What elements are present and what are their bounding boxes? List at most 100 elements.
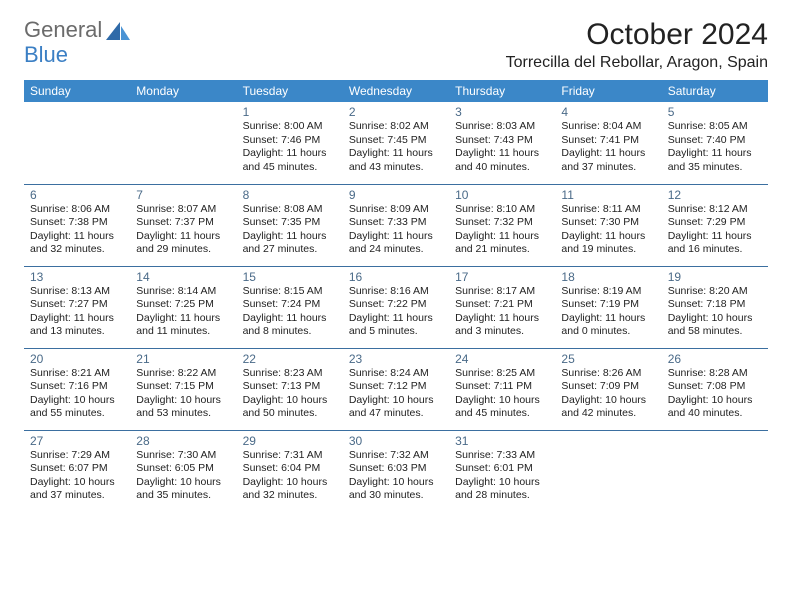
day-number: 21 (136, 352, 230, 366)
day-cell: 9Sunrise: 8:09 AMSunset: 7:33 PMDaylight… (343, 184, 449, 266)
day-number: 29 (243, 434, 337, 448)
day-info: Sunrise: 7:29 AMSunset: 6:07 PMDaylight:… (30, 449, 124, 504)
day-info: Sunrise: 8:21 AMSunset: 7:16 PMDaylight:… (30, 367, 124, 422)
calendar-row: 13Sunrise: 8:13 AMSunset: 7:27 PMDayligh… (24, 266, 768, 348)
weekday-header: Monday (130, 80, 236, 102)
day-number: 16 (349, 270, 443, 284)
day-cell: 16Sunrise: 8:16 AMSunset: 7:22 PMDayligh… (343, 266, 449, 348)
calendar-page: General Blue October 2024 Torrecilla del… (0, 0, 792, 530)
day-cell: 5Sunrise: 8:05 AMSunset: 7:40 PMDaylight… (662, 102, 768, 184)
month-title: October 2024 (506, 18, 768, 52)
day-number: 19 (668, 270, 762, 284)
day-info: Sunrise: 8:20 AMSunset: 7:18 PMDaylight:… (668, 285, 762, 340)
day-cell: 8Sunrise: 8:08 AMSunset: 7:35 PMDaylight… (237, 184, 343, 266)
day-number: 24 (455, 352, 549, 366)
day-info: Sunrise: 8:03 AMSunset: 7:43 PMDaylight:… (455, 120, 549, 175)
calendar-table: Sunday Monday Tuesday Wednesday Thursday… (24, 80, 768, 512)
weekday-header: Sunday (24, 80, 130, 102)
day-cell: 13Sunrise: 8:13 AMSunset: 7:27 PMDayligh… (24, 266, 130, 348)
weekday-header: Wednesday (343, 80, 449, 102)
day-info: Sunrise: 7:30 AMSunset: 6:05 PMDaylight:… (136, 449, 230, 504)
day-info: Sunrise: 8:10 AMSunset: 7:32 PMDaylight:… (455, 203, 549, 258)
weekday-header-row: Sunday Monday Tuesday Wednesday Thursday… (24, 80, 768, 102)
day-number: 20 (30, 352, 124, 366)
day-number: 31 (455, 434, 549, 448)
day-cell: 29Sunrise: 7:31 AMSunset: 6:04 PMDayligh… (237, 430, 343, 512)
day-cell: 30Sunrise: 7:32 AMSunset: 6:03 PMDayligh… (343, 430, 449, 512)
day-cell: 22Sunrise: 8:23 AMSunset: 7:13 PMDayligh… (237, 348, 343, 430)
day-info: Sunrise: 8:15 AMSunset: 7:24 PMDaylight:… (243, 285, 337, 340)
day-info: Sunrise: 8:23 AMSunset: 7:13 PMDaylight:… (243, 367, 337, 422)
day-info: Sunrise: 8:19 AMSunset: 7:19 PMDaylight:… (561, 285, 655, 340)
day-info: Sunrise: 8:26 AMSunset: 7:09 PMDaylight:… (561, 367, 655, 422)
day-info: Sunrise: 8:16 AMSunset: 7:22 PMDaylight:… (349, 285, 443, 340)
day-number: 7 (136, 188, 230, 202)
day-cell: 23Sunrise: 8:24 AMSunset: 7:12 PMDayligh… (343, 348, 449, 430)
day-info: Sunrise: 7:33 AMSunset: 6:01 PMDaylight:… (455, 449, 549, 504)
day-number: 4 (561, 105, 655, 119)
day-number: 28 (136, 434, 230, 448)
day-cell: 12Sunrise: 8:12 AMSunset: 7:29 PMDayligh… (662, 184, 768, 266)
calendar-row: 27Sunrise: 7:29 AMSunset: 6:07 PMDayligh… (24, 430, 768, 512)
day-info: Sunrise: 8:14 AMSunset: 7:25 PMDaylight:… (136, 285, 230, 340)
calendar-row: 20Sunrise: 8:21 AMSunset: 7:16 PMDayligh… (24, 348, 768, 430)
day-number: 22 (243, 352, 337, 366)
calendar-row: 1Sunrise: 8:00 AMSunset: 7:46 PMDaylight… (24, 102, 768, 184)
weekday-header: Thursday (449, 80, 555, 102)
weekday-header: Friday (555, 80, 661, 102)
day-number: 14 (136, 270, 230, 284)
day-number: 27 (30, 434, 124, 448)
empty-cell (130, 102, 236, 184)
day-cell: 26Sunrise: 8:28 AMSunset: 7:08 PMDayligh… (662, 348, 768, 430)
day-number: 6 (30, 188, 124, 202)
day-info: Sunrise: 8:02 AMSunset: 7:45 PMDaylight:… (349, 120, 443, 175)
day-cell: 17Sunrise: 8:17 AMSunset: 7:21 PMDayligh… (449, 266, 555, 348)
day-cell: 4Sunrise: 8:04 AMSunset: 7:41 PMDaylight… (555, 102, 661, 184)
day-info: Sunrise: 8:00 AMSunset: 7:46 PMDaylight:… (243, 120, 337, 175)
day-info: Sunrise: 8:22 AMSunset: 7:15 PMDaylight:… (136, 367, 230, 422)
calendar-body: 1Sunrise: 8:00 AMSunset: 7:46 PMDaylight… (24, 102, 768, 512)
day-cell: 21Sunrise: 8:22 AMSunset: 7:15 PMDayligh… (130, 348, 236, 430)
day-cell: 7Sunrise: 8:07 AMSunset: 7:37 PMDaylight… (130, 184, 236, 266)
day-info: Sunrise: 8:08 AMSunset: 7:35 PMDaylight:… (243, 203, 337, 258)
day-info: Sunrise: 7:31 AMSunset: 6:04 PMDaylight:… (243, 449, 337, 504)
empty-cell (662, 430, 768, 512)
day-number: 2 (349, 105, 443, 119)
day-info: Sunrise: 8:25 AMSunset: 7:11 PMDaylight:… (455, 367, 549, 422)
day-cell: 1Sunrise: 8:00 AMSunset: 7:46 PMDaylight… (237, 102, 343, 184)
weekday-header: Tuesday (237, 80, 343, 102)
page-header: General Blue October 2024 Torrecilla del… (24, 18, 768, 72)
brand-logo: General Blue (24, 18, 132, 68)
day-cell: 15Sunrise: 8:15 AMSunset: 7:24 PMDayligh… (237, 266, 343, 348)
day-info: Sunrise: 8:12 AMSunset: 7:29 PMDaylight:… (668, 203, 762, 258)
day-number: 5 (668, 105, 762, 119)
day-cell: 11Sunrise: 8:11 AMSunset: 7:30 PMDayligh… (555, 184, 661, 266)
day-number: 10 (455, 188, 549, 202)
day-number: 15 (243, 270, 337, 284)
day-info: Sunrise: 8:09 AMSunset: 7:33 PMDaylight:… (349, 203, 443, 258)
day-cell: 20Sunrise: 8:21 AMSunset: 7:16 PMDayligh… (24, 348, 130, 430)
day-number: 11 (561, 188, 655, 202)
day-cell: 2Sunrise: 8:02 AMSunset: 7:45 PMDaylight… (343, 102, 449, 184)
day-cell: 27Sunrise: 7:29 AMSunset: 6:07 PMDayligh… (24, 430, 130, 512)
location-subtitle: Torrecilla del Rebollar, Aragon, Spain (506, 54, 768, 72)
day-info: Sunrise: 8:24 AMSunset: 7:12 PMDaylight:… (349, 367, 443, 422)
day-info: Sunrise: 8:05 AMSunset: 7:40 PMDaylight:… (668, 120, 762, 175)
day-number: 17 (455, 270, 549, 284)
calendar-row: 6Sunrise: 8:06 AMSunset: 7:38 PMDaylight… (24, 184, 768, 266)
day-info: Sunrise: 8:07 AMSunset: 7:37 PMDaylight:… (136, 203, 230, 258)
day-number: 12 (668, 188, 762, 202)
day-cell: 14Sunrise: 8:14 AMSunset: 7:25 PMDayligh… (130, 266, 236, 348)
day-cell: 19Sunrise: 8:20 AMSunset: 7:18 PMDayligh… (662, 266, 768, 348)
empty-cell (24, 102, 130, 184)
day-cell: 24Sunrise: 8:25 AMSunset: 7:11 PMDayligh… (449, 348, 555, 430)
empty-cell (555, 430, 661, 512)
title-block: October 2024 Torrecilla del Rebollar, Ar… (506, 18, 768, 72)
day-cell: 28Sunrise: 7:30 AMSunset: 6:05 PMDayligh… (130, 430, 236, 512)
logo-text-gray: General (24, 17, 102, 42)
day-number: 18 (561, 270, 655, 284)
logo-text-blue: Blue (24, 42, 68, 67)
day-cell: 31Sunrise: 7:33 AMSunset: 6:01 PMDayligh… (449, 430, 555, 512)
day-info: Sunrise: 8:13 AMSunset: 7:27 PMDaylight:… (30, 285, 124, 340)
day-number: 1 (243, 105, 337, 119)
